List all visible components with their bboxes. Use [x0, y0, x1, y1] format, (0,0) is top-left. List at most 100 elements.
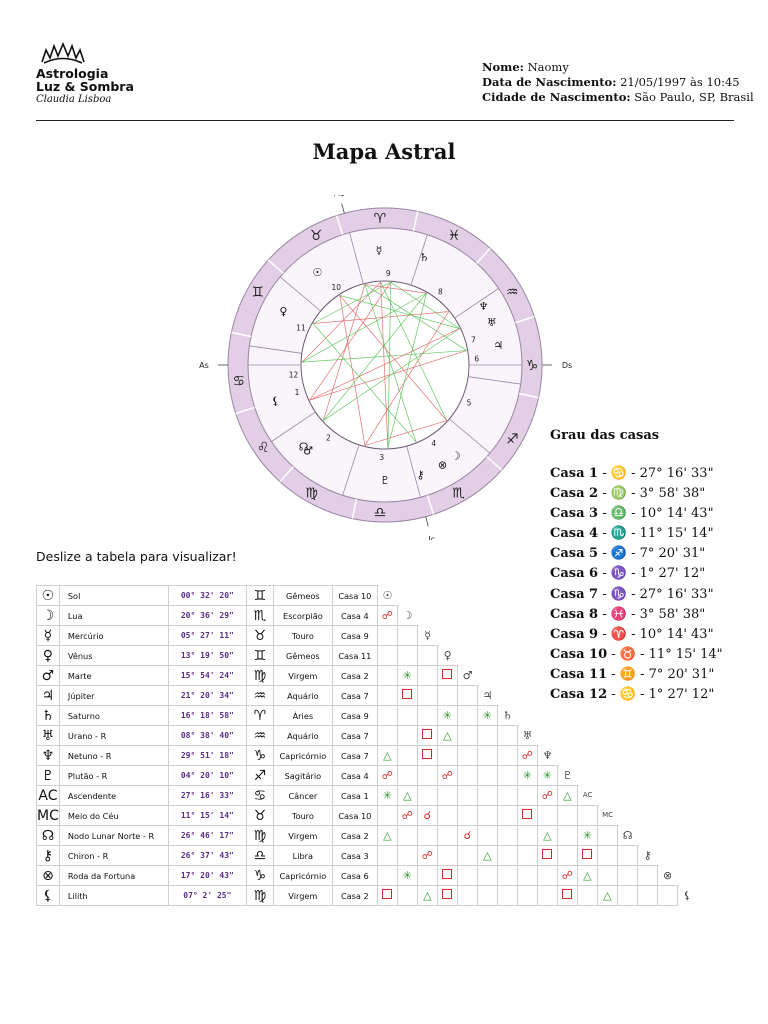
house-number: 4 [431, 439, 436, 448]
aspect-cell: ☌ [416, 805, 438, 826]
sign-divider [351, 498, 358, 519]
planet-degree: 15° 54' 24" [167, 665, 247, 686]
zodiac-sign-glyph: ♒ [506, 285, 519, 301]
aspect-cell [456, 785, 478, 806]
house-cell: Casa 7 [331, 745, 378, 766]
axis-label-ic: Ic [428, 535, 435, 540]
sign-symbol: ♐ [245, 765, 274, 786]
houses-title: Grau das casas [550, 428, 660, 443]
aspect-line [309, 328, 460, 401]
house-row: Casa 5 - ♐ - 7° 20' 31" [550, 546, 723, 566]
sign-divider [518, 392, 539, 399]
house-degree: 7° 20' 31" [639, 546, 706, 562]
aspect-cell [416, 785, 438, 806]
aspect-cell [597, 746, 617, 766]
planet-symbol: ⚸ [36, 885, 60, 906]
aspect-cell: ♇ [562, 768, 573, 782]
aspect-cell [677, 686, 697, 706]
aspect-cell [456, 685, 478, 706]
house-cusp-line [406, 446, 421, 498]
sign-name: Aquário [272, 725, 333, 746]
planet-glyph: ♅ [487, 316, 497, 329]
aspect-cell [557, 706, 577, 726]
sign-symbol: ♒ [245, 685, 274, 706]
aspect-cell [456, 705, 478, 726]
house-degree: 11° 15' 14" [639, 526, 714, 542]
aspect-cell: △ [396, 785, 418, 806]
aspect-cell [637, 806, 657, 826]
house-row: Casa 3 - ♎ - 10° 14' 43" [550, 506, 723, 526]
planet-degree: 13° 19' 50" [167, 645, 247, 666]
aspect-cell [677, 706, 697, 726]
house-cusp-line [454, 288, 499, 319]
planet-symbol: ☽ [36, 605, 60, 626]
aspect-cell [376, 805, 398, 826]
aspect-cell [396, 765, 418, 786]
aspect-cell [657, 766, 677, 786]
aspect-cell [677, 826, 697, 846]
planet-symbol: ♄ [36, 705, 60, 726]
planet-degree: 26° 37' 43" [167, 845, 247, 866]
house-cell: Casa 4 [331, 765, 378, 786]
aspect-cell [557, 666, 577, 686]
sun-logo-icon [41, 42, 85, 64]
zodiac-sign-glyph: ♈ [374, 211, 387, 227]
aspect-cell [477, 666, 497, 686]
aspect-cell [617, 646, 637, 666]
house-number: 3 [379, 453, 384, 462]
sign-symbol: ♏ [245, 605, 274, 626]
aspect-cell [677, 586, 697, 606]
aspect-cell [516, 845, 538, 866]
house-cell: Casa 6 [331, 865, 378, 886]
aspect-cell [517, 706, 537, 726]
aspect-cell [436, 825, 458, 846]
house-label: Casa 2 [550, 486, 599, 502]
aspect-cell [657, 746, 677, 766]
aspect-cell [497, 606, 517, 626]
aspect-cell [516, 825, 538, 846]
house-cell: Casa 9 [331, 625, 378, 646]
sign-name: Libra [272, 845, 333, 866]
aspect-cell [417, 606, 437, 626]
house-degree: 3° 58' 38" [639, 486, 706, 502]
aspect-cell [457, 626, 477, 646]
aspect-cell [677, 786, 697, 806]
zodiac-sign-glyph: ♎ [374, 505, 387, 521]
aspect-cell: ☌ [456, 825, 478, 846]
house-sign: - ♊ - [607, 666, 649, 682]
house-number: 1 [295, 388, 300, 397]
sign-symbol: ♑ [245, 865, 274, 886]
aspect-cell [677, 846, 697, 866]
planet-glyph: ⊗ [438, 459, 447, 472]
planet-name: Plutão - R [58, 765, 169, 786]
aspect-cell [496, 765, 518, 786]
house-cell: Casa 7 [331, 685, 378, 706]
aspect-cell [437, 626, 457, 646]
house-cusp-line [342, 444, 360, 496]
aspect-cell [477, 646, 497, 666]
aspect-cell [576, 885, 598, 906]
aspects-table[interactable]: ☉ Sol 00° 32' 20" ♊ Gêmeos Casa 10 ☉ ☽ Lua 20° 36… [36, 585, 697, 906]
aspect-cell [537, 626, 557, 646]
aspect-cell [637, 706, 657, 726]
planet-name: Lilith [58, 885, 169, 906]
aspect-cell [617, 766, 637, 786]
aspect-cell [396, 885, 418, 906]
aspect-cell [677, 626, 697, 646]
header-divider [36, 120, 734, 121]
aspect-cell [456, 845, 478, 866]
name-value: Naomy [527, 60, 569, 74]
aspect-cell [617, 586, 637, 606]
house-degree: 27° 16' 33" [639, 466, 714, 481]
aspect-cell [376, 725, 398, 746]
date-row: Data de Nascimento: 21/05/1997 às 10:45 [482, 75, 754, 90]
planet-name: Netuno - R [58, 745, 169, 766]
aspect-cell: MC [602, 811, 614, 820]
aspect-cell [557, 746, 577, 766]
house-label: Casa 8 [550, 606, 599, 622]
planet-symbol: ♂ [36, 665, 60, 686]
aspect-cell: ♅ [522, 728, 533, 742]
name-row: Nome: Naomy [482, 60, 754, 75]
aspect-cell [576, 805, 598, 826]
aspect-cell [496, 785, 518, 806]
